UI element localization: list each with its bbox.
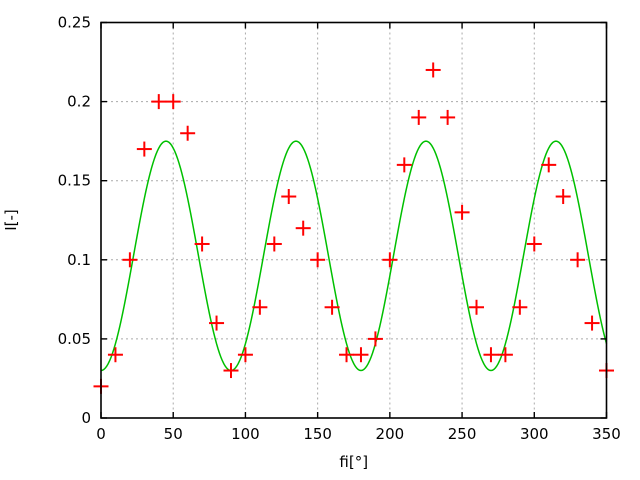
data-point-marker — [310, 252, 326, 268]
data-point-marker — [382, 252, 398, 268]
data-point-marker — [194, 236, 210, 252]
data-points-layer — [93, 62, 614, 394]
plot-border — [100, 21, 608, 419]
data-point-marker — [151, 94, 167, 110]
data-point-marker — [180, 125, 196, 141]
data-point-marker — [122, 252, 138, 268]
axis-layer — [100, 21, 608, 419]
x-tick-label: 300 — [520, 425, 549, 443]
x-tick-label: 250 — [448, 425, 477, 443]
data-point-marker — [584, 315, 600, 331]
y-tick-label: 0.1 — [67, 251, 91, 269]
x-tick-label: 150 — [303, 425, 332, 443]
data-point-marker — [526, 236, 542, 252]
data-point-marker — [252, 299, 268, 315]
x-tick-label: 350 — [592, 425, 621, 443]
data-point-marker — [223, 363, 239, 379]
data-point-marker — [136, 141, 152, 157]
data-point-marker — [411, 109, 427, 125]
data-point-marker — [339, 347, 355, 363]
x-tick-label: 50 — [164, 425, 183, 443]
data-point-marker — [454, 204, 470, 220]
data-point-marker — [396, 157, 412, 173]
y-tick-label: 0.15 — [58, 172, 91, 190]
data-point-marker — [497, 347, 513, 363]
data-point-marker — [324, 299, 340, 315]
data-point-marker — [266, 236, 282, 252]
y-tick-label: 0.05 — [58, 330, 91, 348]
data-point-marker — [570, 252, 586, 268]
data-point-marker — [295, 220, 311, 236]
data-point-marker — [107, 347, 123, 363]
data-point-marker — [237, 347, 253, 363]
y-tick-label: 0.2 — [67, 93, 91, 111]
data-point-marker — [555, 189, 571, 205]
fit-curve-layer — [100, 140, 608, 372]
data-point-marker — [483, 347, 499, 363]
data-point-marker — [353, 347, 369, 363]
data-point-marker — [165, 94, 181, 110]
fit-curve — [100, 140, 608, 372]
data-point-marker — [425, 62, 441, 78]
data-point-marker — [209, 315, 225, 331]
y-tick-label: 0 — [81, 409, 91, 427]
data-point-marker — [541, 157, 557, 173]
data-point-marker — [440, 109, 456, 125]
tick-label-layer: 0 50 100 150 200 250 300 350 0 0.05 0.1 0.15 0.2 0.25 — [58, 14, 621, 444]
x-tick-label: 200 — [376, 425, 405, 443]
data-point-marker — [512, 299, 528, 315]
data-point-marker — [281, 189, 297, 205]
y-tick-label: 0.25 — [58, 14, 91, 32]
x-axis-title: fi[°] — [339, 453, 368, 471]
y-axis-title: I[-] — [2, 209, 20, 231]
x-tick-label: 100 — [231, 425, 260, 443]
x-tick-label: 0 — [96, 425, 106, 443]
data-point-marker — [367, 331, 383, 347]
data-point-marker — [469, 299, 485, 315]
